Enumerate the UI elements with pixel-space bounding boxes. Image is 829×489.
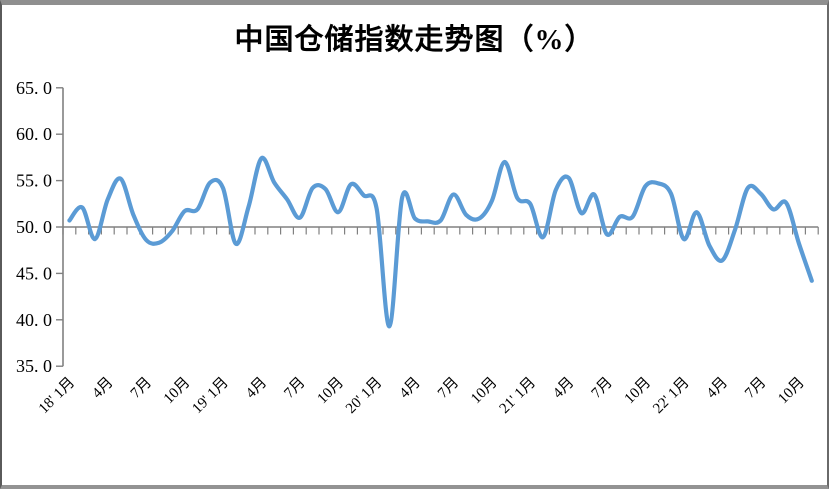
x-axis-tick-label: 7月 <box>281 375 308 402</box>
x-axis-tick-label: 4月 <box>704 375 731 402</box>
x-axis-tick-label: 10月 <box>775 375 808 408</box>
y-axis-tick-label: 50. 0 <box>16 217 52 237</box>
x-axis-tick-label: 4月 <box>243 375 270 402</box>
y-axis-tick-label: 35. 0 <box>16 356 52 376</box>
x-axis-tick-label: 10月 <box>161 375 194 408</box>
x-axis-tick-label: 4月 <box>550 375 577 402</box>
x-axis-tick-label: 10月 <box>622 375 655 408</box>
x-axis-tick-label: 4月 <box>397 375 424 402</box>
y-axis-tick-label: 60. 0 <box>16 124 52 144</box>
x-axis-tick-label: 18' 1月 <box>36 375 78 417</box>
x-axis-tick-label: 20' 1月 <box>343 375 385 417</box>
x-axis-tick-label: 21' 1月 <box>497 375 539 417</box>
x-axis-tick-label: 22' 1月 <box>650 375 692 417</box>
y-axis-tick-label: 65. 0 <box>16 78 52 98</box>
chart-title: 中国仓储指数走势图（%） <box>234 24 595 56</box>
x-axis-tick-label: 10月 <box>468 375 501 408</box>
x-axis-tick-label: 4月 <box>89 375 116 402</box>
x-axis-tick-label: 19' 1月 <box>189 375 231 417</box>
x-axis-tick-label: 7月 <box>128 375 155 402</box>
y-axis-tick-label: 40. 0 <box>16 310 52 330</box>
x-axis-tick-label: 10月 <box>314 375 347 408</box>
x-axis-tick-label: 7月 <box>435 375 462 402</box>
y-axis-tick-label: 45. 0 <box>16 263 52 283</box>
warehousing-index-series-line <box>67 155 814 329</box>
y-axis-tick-label: 55. 0 <box>16 171 52 191</box>
x-axis-tick-label: 7月 <box>742 375 769 402</box>
x-axis-tick-label: 7月 <box>589 375 616 402</box>
